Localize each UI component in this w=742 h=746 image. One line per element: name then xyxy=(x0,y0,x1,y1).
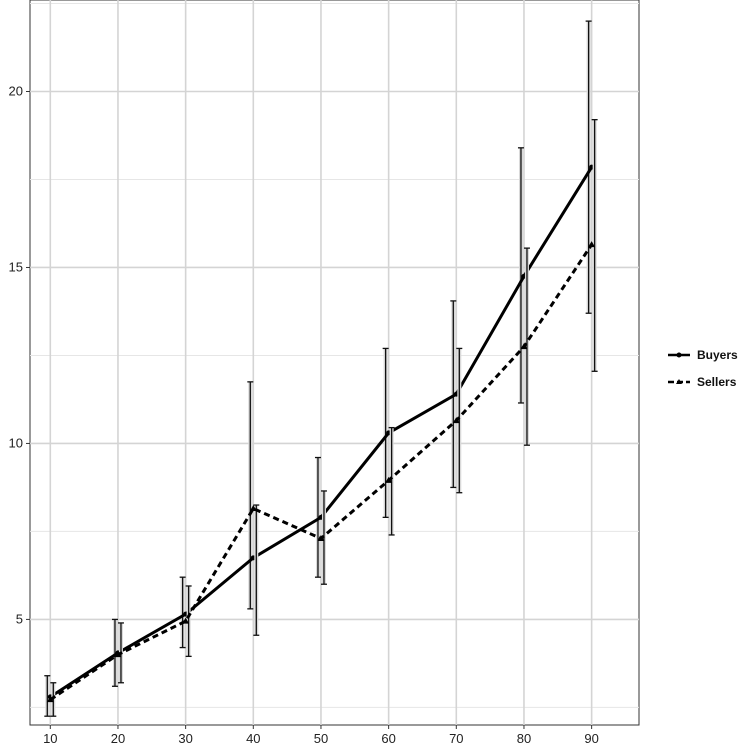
plot-border xyxy=(29,0,640,726)
x-axis: 10 20 30 40 50 60 70 80 90 xyxy=(43,725,599,746)
data-point xyxy=(588,241,596,248)
legend-item-sellers: Sellers xyxy=(668,375,737,389)
legend: Buyers Sellers xyxy=(668,348,738,389)
data-point xyxy=(182,617,190,624)
x-tick-label: 40 xyxy=(246,731,260,746)
legend-label: Sellers xyxy=(697,375,737,389)
series-sellers xyxy=(46,119,598,717)
series-layer xyxy=(44,20,598,717)
legend-item-buyers: Buyers xyxy=(668,348,738,362)
series-buyers xyxy=(44,20,595,717)
data-point xyxy=(249,505,257,512)
data-point xyxy=(520,343,528,350)
x-tick-label: 30 xyxy=(178,731,192,746)
x-tick-label: 50 xyxy=(314,731,328,746)
x-tick-label: 90 xyxy=(584,731,598,746)
legend-marker xyxy=(676,352,682,358)
x-tick-label: 20 xyxy=(111,731,125,746)
data-point xyxy=(385,476,393,483)
x-tick-label: 10 xyxy=(43,731,57,746)
y-tick-label: 15 xyxy=(9,259,23,274)
x-tick-label: 60 xyxy=(381,731,395,746)
data-point xyxy=(452,417,460,424)
x-tick-label: 70 xyxy=(449,731,463,746)
data-point xyxy=(46,696,54,703)
y-tick-label: 20 xyxy=(9,84,23,99)
legend-label: Buyers xyxy=(697,348,738,362)
y-tick-label: 5 xyxy=(16,611,23,626)
y-axis: 5 10 15 20 xyxy=(9,84,30,626)
grid xyxy=(30,0,639,725)
y-tick-label: 10 xyxy=(9,435,23,450)
x-tick-label: 80 xyxy=(517,731,531,746)
legend-marker xyxy=(676,379,682,384)
data-point xyxy=(317,534,325,541)
data-point xyxy=(114,651,122,658)
